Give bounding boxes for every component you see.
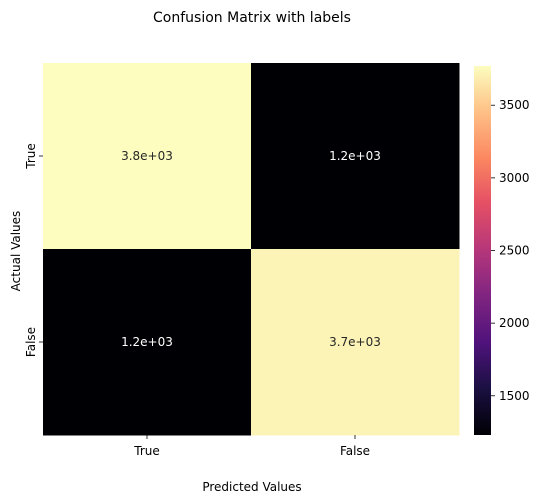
heatmap-cell xyxy=(251,249,460,436)
cell-annotation: 3.8e+03 xyxy=(121,149,173,163)
cell-annotation: 1.2e+03 xyxy=(121,335,173,349)
cell-annotations: 3.8e+03 1.2e+03 1.2e+03 3.7e+03 xyxy=(121,149,381,349)
heatmap-cell xyxy=(43,63,252,250)
heatmap-cell xyxy=(251,63,460,250)
colorbar-tick-label: 3000 xyxy=(499,171,530,185)
heatmap-cell xyxy=(43,249,252,436)
x-axis-label: Predicted Values xyxy=(202,480,301,494)
cell-annotation: 3.7e+03 xyxy=(329,335,381,349)
colorbar-tick-label: 2000 xyxy=(499,316,530,330)
chart-title: Confusion Matrix with labels xyxy=(153,10,351,26)
y-tick-label: True xyxy=(24,143,38,170)
heatmap-cells xyxy=(43,63,460,436)
y-axis-label: Actual Values xyxy=(9,211,23,292)
x-axis-ticks: True False xyxy=(133,435,370,458)
x-tick-label: True xyxy=(133,444,160,458)
colorbar-tick-label: 2500 xyxy=(499,244,530,258)
y-axis-ticks: True False xyxy=(24,143,43,357)
x-tick-label: False xyxy=(340,444,370,458)
cell-annotation: 1.2e+03 xyxy=(329,149,381,163)
colorbar-ticks: 1500 2000 2500 3000 3500 xyxy=(491,98,530,403)
colorbar-tick-label: 1500 xyxy=(499,389,530,403)
y-tick-label: False xyxy=(24,327,38,357)
colorbar xyxy=(474,66,491,435)
colorbar-tick-label: 3500 xyxy=(499,98,530,112)
